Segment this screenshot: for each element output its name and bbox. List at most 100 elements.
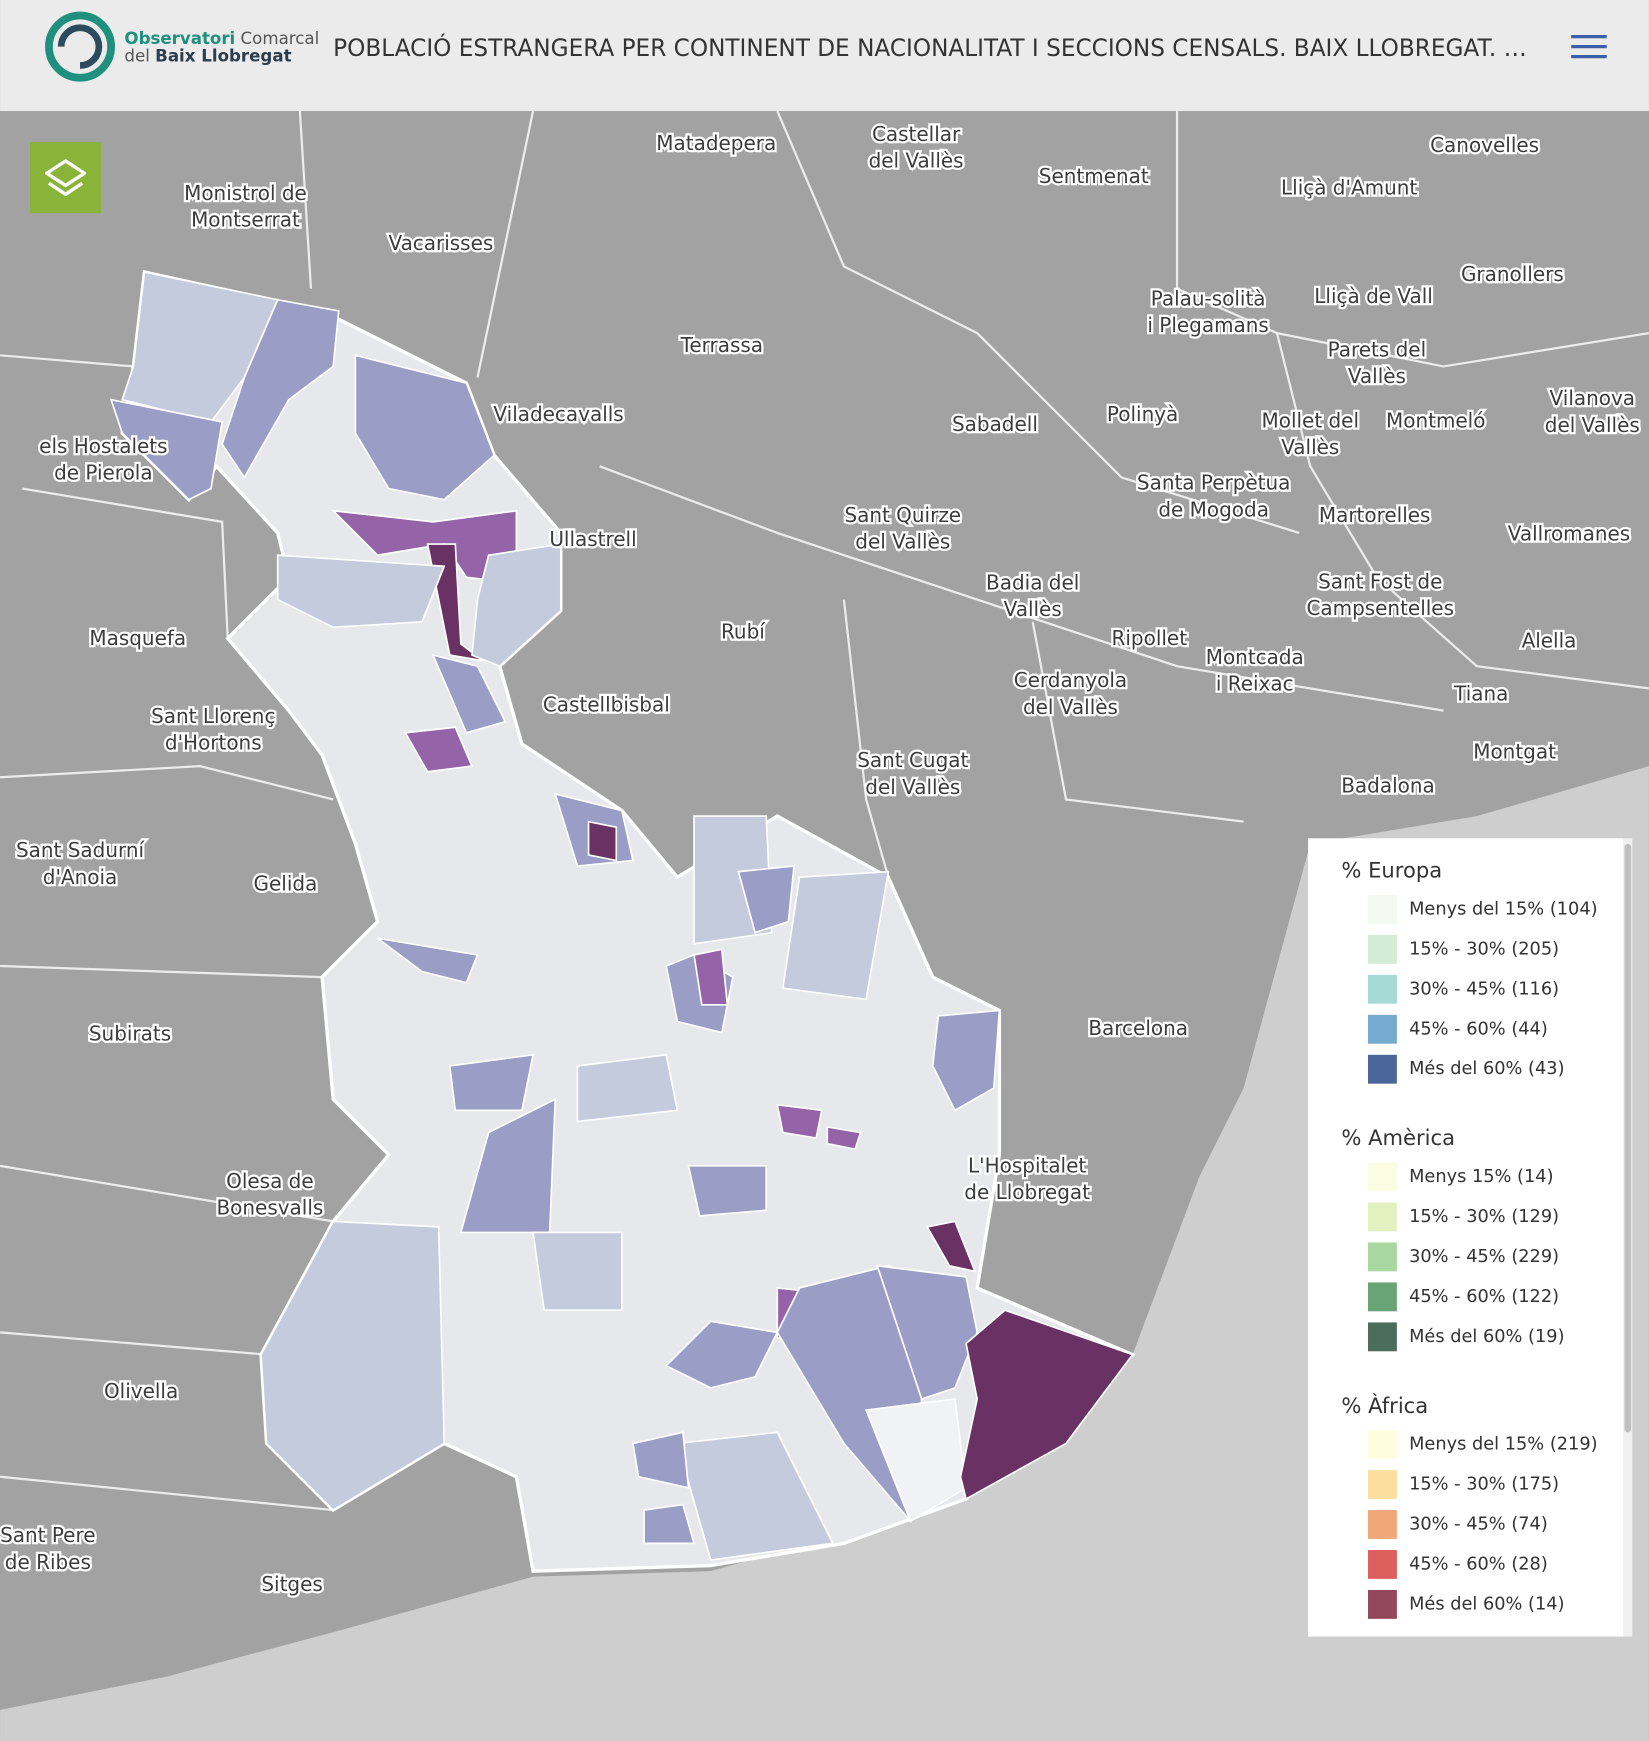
place-label: Montgat — [1473, 739, 1556, 763]
place-label: Badia del — [986, 571, 1079, 595]
place-label: Sentmenat — [1039, 164, 1149, 188]
place-label: Alella — [1522, 628, 1577, 652]
legend-swatch — [1368, 1202, 1397, 1232]
legend-swatch — [1368, 1054, 1397, 1084]
legend-title: % Àfrica — [1341, 1393, 1428, 1418]
place-label: del Vallès — [869, 149, 964, 173]
legend-title: % Amèrica — [1341, 1125, 1455, 1150]
place-label: L'Hospitalet — [968, 1153, 1086, 1177]
place-label: Sant Cugat — [857, 748, 968, 772]
legend-swatch — [1368, 894, 1397, 924]
legend-swatch — [1368, 1430, 1397, 1459]
legend-swatch — [1368, 974, 1397, 1004]
census-sections — [109, 271, 1134, 1561]
place-label: Sant Llorenç — [151, 704, 275, 728]
place-label: Martorelles — [1319, 503, 1431, 527]
place-label: Vilanova — [1550, 386, 1635, 410]
legend-label: Menys del 15% (219) — [1409, 1435, 1597, 1455]
menu-button[interactable] — [1568, 31, 1610, 62]
place-label: Sabadell — [952, 412, 1038, 436]
place-label: d'Anoia — [43, 865, 117, 889]
place-label: de Llobregat — [964, 1180, 1090, 1204]
layers-button[interactable] — [30, 142, 102, 214]
place-label: Santa Perpètua — [1137, 471, 1291, 495]
place-label: Vallromanes — [1508, 522, 1630, 546]
place-label: i Plegamans — [1147, 313, 1268, 337]
place-label: de Mogoda — [1158, 497, 1269, 521]
legend-label: 45% - 60% (122) — [1409, 1287, 1559, 1307]
place-label: Mollet del — [1262, 408, 1360, 432]
legend-swatch — [1368, 1242, 1397, 1272]
legend-swatch — [1368, 1014, 1397, 1044]
place-label: Castellar — [872, 122, 961, 146]
legend-scroll-thumb[interactable] — [1624, 843, 1632, 1433]
place-label: Vallès — [1281, 435, 1339, 459]
page-title: POBLACIÓ ESTRANGERA PER CONTINENT DE NAC… — [333, 32, 1527, 62]
place-label: Granollers — [1461, 262, 1564, 286]
legend-label: Més del 60% (43) — [1409, 1059, 1564, 1079]
place-label: del Vallès — [1023, 695, 1118, 719]
place-label: Sant Pere — [0, 1523, 95, 1547]
legend-label: Menys del 15% (104) — [1409, 899, 1597, 919]
place-label: els Hostalets — [39, 434, 167, 458]
place-label: Sitges — [261, 1572, 322, 1596]
place-label: Gelida — [254, 871, 318, 895]
layers-bg[interactable] — [30, 142, 102, 214]
place-label: Sant Sadurní — [16, 838, 146, 862]
legend-label: 45% - 60% (28) — [1409, 1554, 1548, 1574]
place-label: Palau-solità — [1151, 286, 1266, 310]
place-label: Canovelles — [1430, 133, 1539, 157]
logo-line-1: Observatori Comarcal — [124, 28, 319, 47]
logo[interactable]: Observatori Comarcal del Baix Llobregat — [45, 11, 319, 82]
place-label: del Vallès — [865, 775, 960, 799]
place-label: Vallès — [1348, 364, 1406, 388]
place-label: del Vallès — [1545, 413, 1640, 437]
place-label: d'Hortons — [165, 730, 262, 754]
place-label: Castellbisbal — [543, 693, 670, 717]
place-label: i Reixac — [1216, 672, 1294, 696]
legend: % Europa Menys del 15% (104) 15% - 30% (20… — [1308, 838, 1633, 1637]
legend-label: 15% - 30% (129) — [1409, 1207, 1559, 1227]
legend-label: 15% - 30% (175) — [1409, 1475, 1559, 1495]
place-label: Bonesvalls — [216, 1196, 323, 1220]
place-label: Lliçà de Vall — [1314, 284, 1433, 308]
legend-swatch — [1368, 1322, 1397, 1352]
place-label: Subirats — [89, 1021, 171, 1045]
legend-title: % Europa — [1341, 858, 1442, 883]
place-label: Masquefa — [89, 626, 186, 650]
legend-label: 30% - 45% (116) — [1409, 979, 1559, 999]
place-label: Lliçà d'Amunt — [1281, 175, 1417, 199]
logo-word: Observatori — [124, 28, 235, 47]
legend-swatch — [1368, 1510, 1397, 1539]
legend-swatch — [1368, 1589, 1397, 1619]
legend-label: Menys 15% (14) — [1409, 1167, 1553, 1187]
logo-swirl — [57, 24, 103, 69]
legend-swatch — [1368, 1162, 1397, 1192]
layers-icon — [45, 159, 87, 196]
logo-ring — [45, 11, 115, 82]
legend-swatch — [1368, 1550, 1397, 1579]
legend-box — [1308, 838, 1624, 1637]
logo-word: Comarcal — [235, 28, 319, 47]
place-label: Tiana — [1453, 682, 1508, 706]
logo-word: del — [124, 46, 155, 65]
header-bar — [0, 0, 1649, 112]
place-label: Polinyà — [1107, 402, 1178, 426]
place-label: Vallès — [1004, 597, 1062, 621]
place-label: Montserrat — [191, 207, 300, 231]
place-label: de Ribes — [5, 1550, 91, 1574]
place-label: del Vallès — [855, 529, 950, 553]
place-label: Montmeló — [1386, 408, 1485, 432]
place-label: Ripollet — [1112, 626, 1188, 650]
place-label: Barcelona — [1088, 1016, 1188, 1040]
sea — [0, 766, 1649, 1741]
place-label: Badalona — [1341, 774, 1435, 798]
place-label: Olivella — [104, 1379, 178, 1403]
place-label: Rubí — [721, 619, 766, 643]
place-label: Parets del — [1328, 337, 1427, 361]
place-label: Viladecavalls — [493, 402, 623, 426]
legend-label: Més del 60% (19) — [1409, 1327, 1564, 1347]
